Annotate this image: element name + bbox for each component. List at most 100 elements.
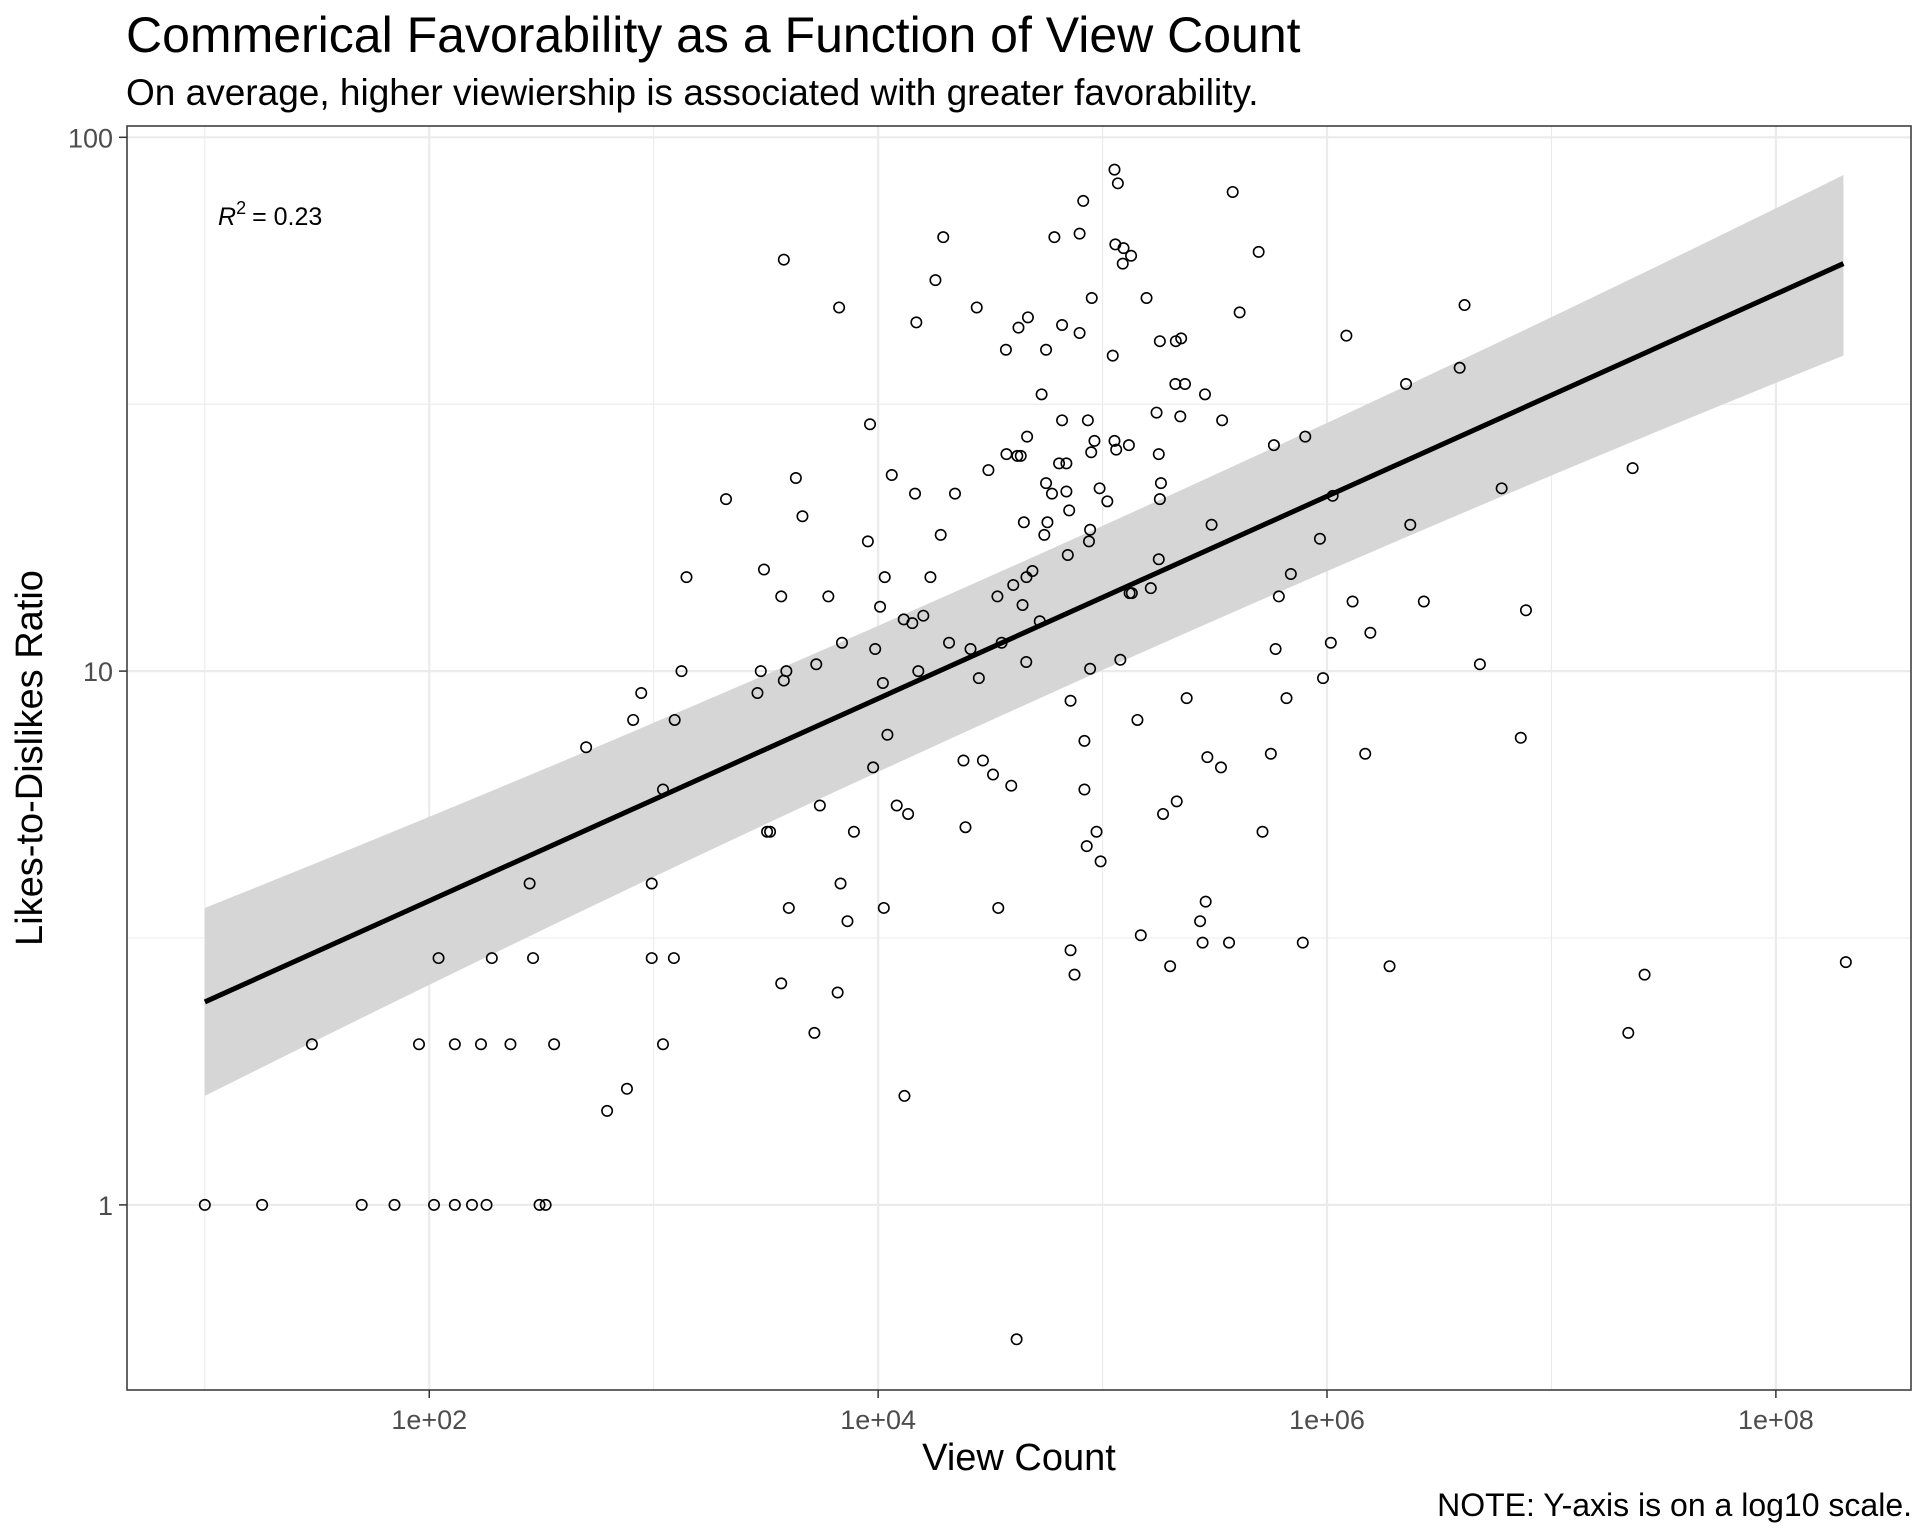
data-point bbox=[645, 952, 658, 965]
data-point bbox=[877, 901, 890, 914]
data-point bbox=[656, 1038, 669, 1051]
data-point bbox=[448, 1198, 461, 1211]
data-point bbox=[1106, 349, 1119, 362]
data-point bbox=[1090, 825, 1103, 838]
data-point bbox=[1045, 487, 1058, 500]
chart-caption: NOTE: Y-axis is on a log10 scale. bbox=[1437, 1487, 1912, 1523]
data-point bbox=[1064, 944, 1077, 957]
data-point bbox=[898, 1089, 911, 1102]
data-point bbox=[796, 510, 809, 523]
data-point bbox=[1014, 449, 1027, 462]
data-point bbox=[970, 301, 983, 314]
data-point bbox=[1417, 595, 1430, 608]
data-point bbox=[548, 1038, 561, 1051]
data-point bbox=[539, 1198, 552, 1211]
x-axis-title: View Count bbox=[922, 1437, 1116, 1479]
data-point bbox=[601, 1104, 614, 1117]
data-point bbox=[1084, 523, 1097, 536]
data-point bbox=[1081, 414, 1094, 427]
data-point bbox=[1201, 751, 1214, 764]
data-point bbox=[1125, 587, 1138, 600]
data-point bbox=[976, 754, 989, 767]
data-point bbox=[1020, 571, 1033, 584]
chart-title: Commerical Favorability as a Function of… bbox=[126, 7, 1301, 63]
data-point bbox=[1078, 783, 1091, 796]
data-point bbox=[1199, 895, 1212, 908]
data-point bbox=[1153, 335, 1166, 348]
data-point bbox=[1111, 177, 1124, 190]
data-point bbox=[929, 274, 942, 287]
data-point bbox=[991, 590, 1004, 603]
data-point bbox=[1117, 242, 1130, 255]
data-point bbox=[834, 877, 847, 890]
data-point bbox=[822, 590, 835, 603]
data-point bbox=[1093, 482, 1106, 495]
data-point bbox=[1154, 477, 1167, 490]
data-point bbox=[1205, 518, 1218, 531]
data-point bbox=[1839, 956, 1852, 969]
data-point bbox=[1082, 535, 1095, 548]
data-point bbox=[1214, 761, 1227, 774]
data-point bbox=[1041, 516, 1054, 529]
data-point bbox=[1252, 245, 1265, 258]
data-point bbox=[1125, 249, 1138, 262]
data-point bbox=[1056, 414, 1069, 427]
data-point bbox=[1116, 257, 1129, 270]
data-point bbox=[1267, 439, 1280, 452]
data-point bbox=[1085, 446, 1098, 459]
data-point bbox=[635, 686, 648, 699]
data-point bbox=[627, 713, 640, 726]
data-point bbox=[1061, 549, 1074, 562]
data-point bbox=[789, 472, 802, 485]
data-point bbox=[1101, 495, 1114, 508]
data-point bbox=[861, 535, 874, 548]
data-point bbox=[1626, 462, 1639, 475]
data-point bbox=[948, 487, 961, 500]
data-point bbox=[1152, 448, 1165, 461]
data-point bbox=[999, 343, 1012, 356]
data-point bbox=[1063, 504, 1076, 517]
data-point bbox=[720, 493, 733, 506]
y-tick-label: 100 bbox=[68, 123, 113, 153]
data-point bbox=[972, 672, 985, 685]
data-point bbox=[1196, 936, 1209, 949]
x-tick-label: 1e+06 bbox=[1289, 1405, 1365, 1435]
data-point bbox=[764, 825, 777, 838]
data-point bbox=[580, 741, 593, 754]
data-point bbox=[869, 643, 882, 656]
data-point bbox=[1453, 361, 1466, 374]
data-point bbox=[780, 665, 793, 678]
data-point bbox=[1174, 410, 1187, 423]
data-point bbox=[1256, 825, 1269, 838]
data-point bbox=[878, 571, 891, 584]
data-point bbox=[1280, 692, 1293, 705]
data-point bbox=[1233, 306, 1246, 319]
data-point bbox=[775, 590, 788, 603]
data-point bbox=[777, 253, 790, 266]
data-point bbox=[943, 636, 956, 649]
data-point bbox=[523, 877, 536, 890]
data-point bbox=[1026, 565, 1039, 578]
data-point bbox=[1150, 406, 1163, 419]
data-point bbox=[256, 1198, 269, 1211]
data-point bbox=[1359, 747, 1372, 760]
data-point bbox=[1638, 968, 1651, 981]
data-point bbox=[964, 643, 977, 656]
data-point bbox=[1073, 326, 1086, 339]
data-point bbox=[1038, 528, 1051, 541]
data-point bbox=[1180, 692, 1193, 705]
data-point bbox=[987, 768, 1000, 781]
data-point bbox=[1114, 653, 1127, 666]
data-point bbox=[1157, 807, 1170, 820]
data-point bbox=[937, 231, 950, 244]
data-point bbox=[1108, 163, 1121, 176]
data-point bbox=[751, 686, 764, 699]
data-point bbox=[881, 728, 894, 741]
data-point bbox=[1153, 493, 1166, 506]
data-point bbox=[885, 469, 898, 482]
data-point bbox=[533, 1198, 546, 1211]
data-point bbox=[917, 609, 930, 622]
data-point bbox=[835, 636, 848, 649]
data-point bbox=[1040, 477, 1053, 490]
data-point bbox=[1170, 795, 1183, 808]
